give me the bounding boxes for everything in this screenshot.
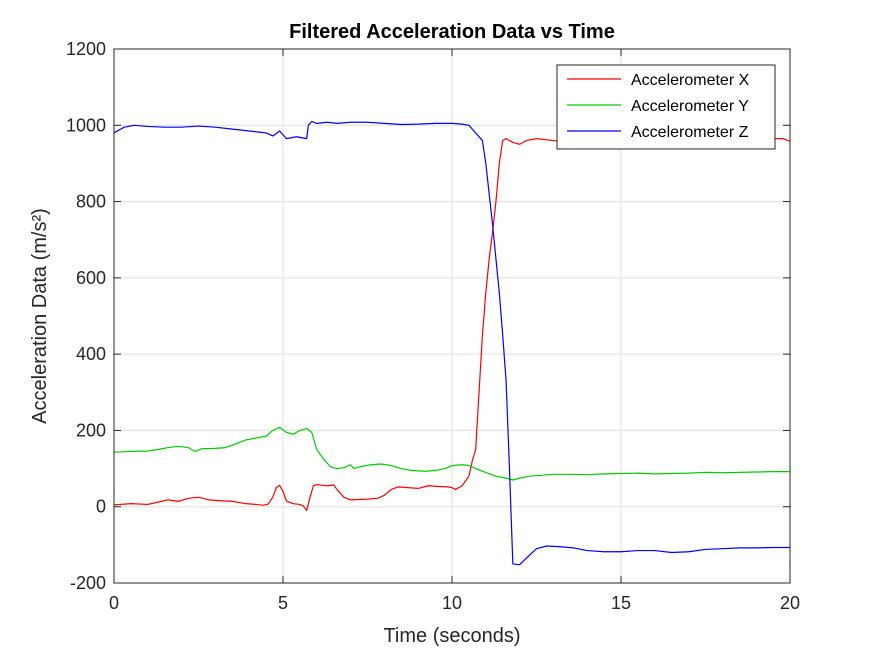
y-axis-label: Acceleration Data (m/s²) [29,208,51,424]
y-tick-label: 600 [76,268,106,288]
y-tick-label: 800 [76,192,106,212]
x-tick-label: 5 [278,593,288,613]
y-tick-label: 1000 [66,115,106,135]
legend: Accelerometer X Accelerometer Y Accelerome… [556,64,776,150]
chart-title: Filtered Acceleration Data vs Time [289,21,615,43]
y-tick-label: 200 [76,420,106,440]
x-tick-label: 15 [611,593,631,613]
y-tick-label: 1200 [66,39,106,59]
series-line-3 [113,120,790,566]
legend-entry-label: Accelerometer X [631,72,750,89]
x-axis-label: Time (seconds) [383,625,520,647]
series-line-2 [113,426,790,481]
x-tick-label: 20 [780,593,800,613]
y-tick-label: 0 [96,497,106,517]
legend-entry-label: Accelerometer Y [631,98,749,115]
legend-entry-label: Accelerometer Z [631,124,749,141]
y-tick-label: -200 [70,573,106,593]
x-tick-label: 0 [109,593,119,613]
x-tick-label: 10 [442,593,462,613]
y-tick-label: 400 [76,344,106,364]
